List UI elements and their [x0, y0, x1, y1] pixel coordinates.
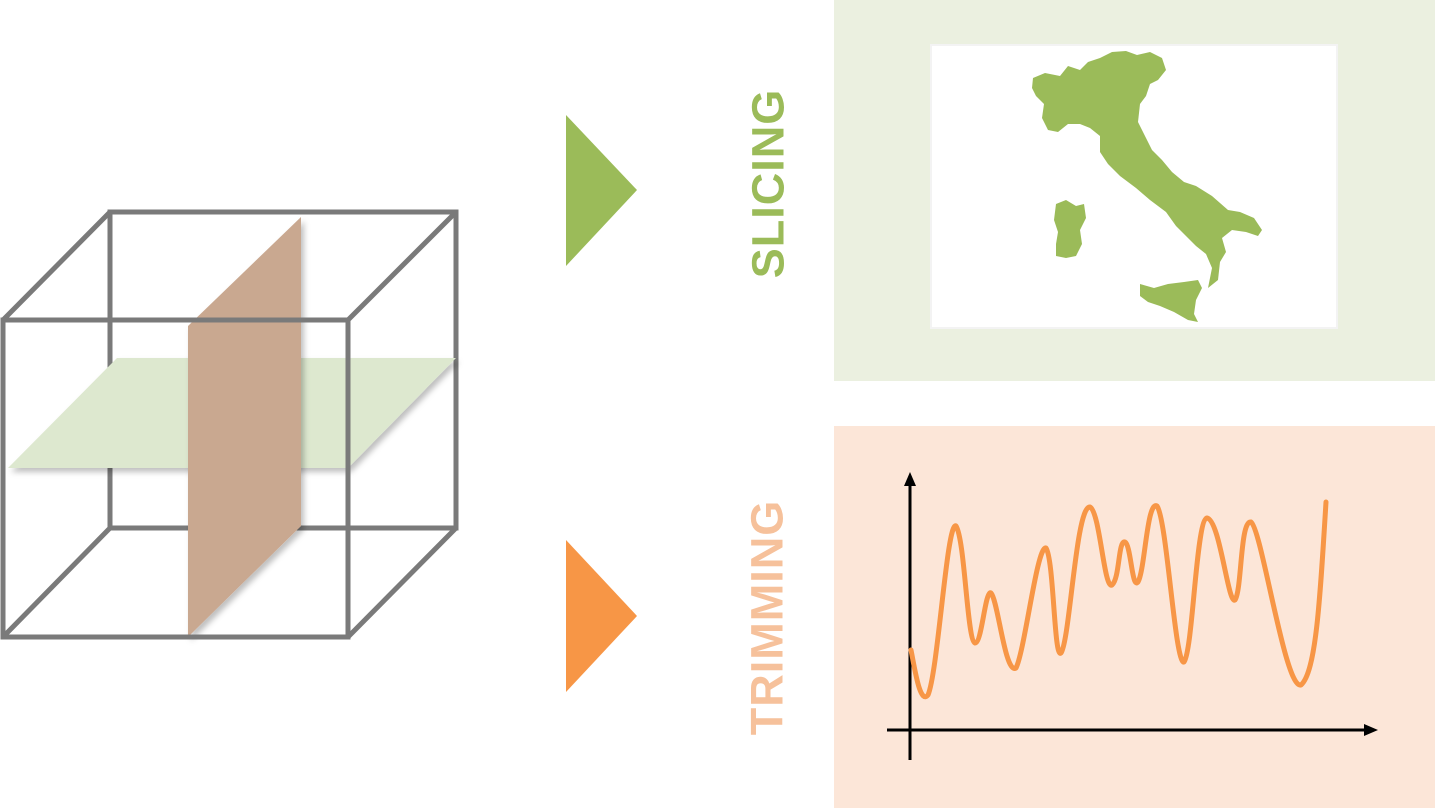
y-axis-arrowhead — [904, 472, 916, 486]
signal-curve — [908, 499, 1329, 700]
cube-edge — [1, 210, 112, 322]
italy-map-icon — [1032, 51, 1262, 322]
x-axis-arrowhead — [1364, 724, 1378, 736]
cube-edge — [346, 526, 458, 639]
slicing-arrow-icon — [566, 115, 637, 266]
trimming-arrow-icon — [566, 540, 637, 692]
data-cube-icon — [0, 209, 459, 640]
brown-slice-plane — [188, 217, 301, 637]
cube-edge — [346, 210, 458, 322]
slicing-panel — [834, 0, 1435, 381]
trimming-panel — [834, 426, 1435, 808]
line-chart-icon — [887, 472, 1378, 760]
slicing-label: SLICING — [742, 88, 794, 279]
cube-front-face — [0, 317, 351, 640]
trimming-label: TRIMMING — [741, 499, 793, 736]
cube-edge — [1, 526, 112, 639]
